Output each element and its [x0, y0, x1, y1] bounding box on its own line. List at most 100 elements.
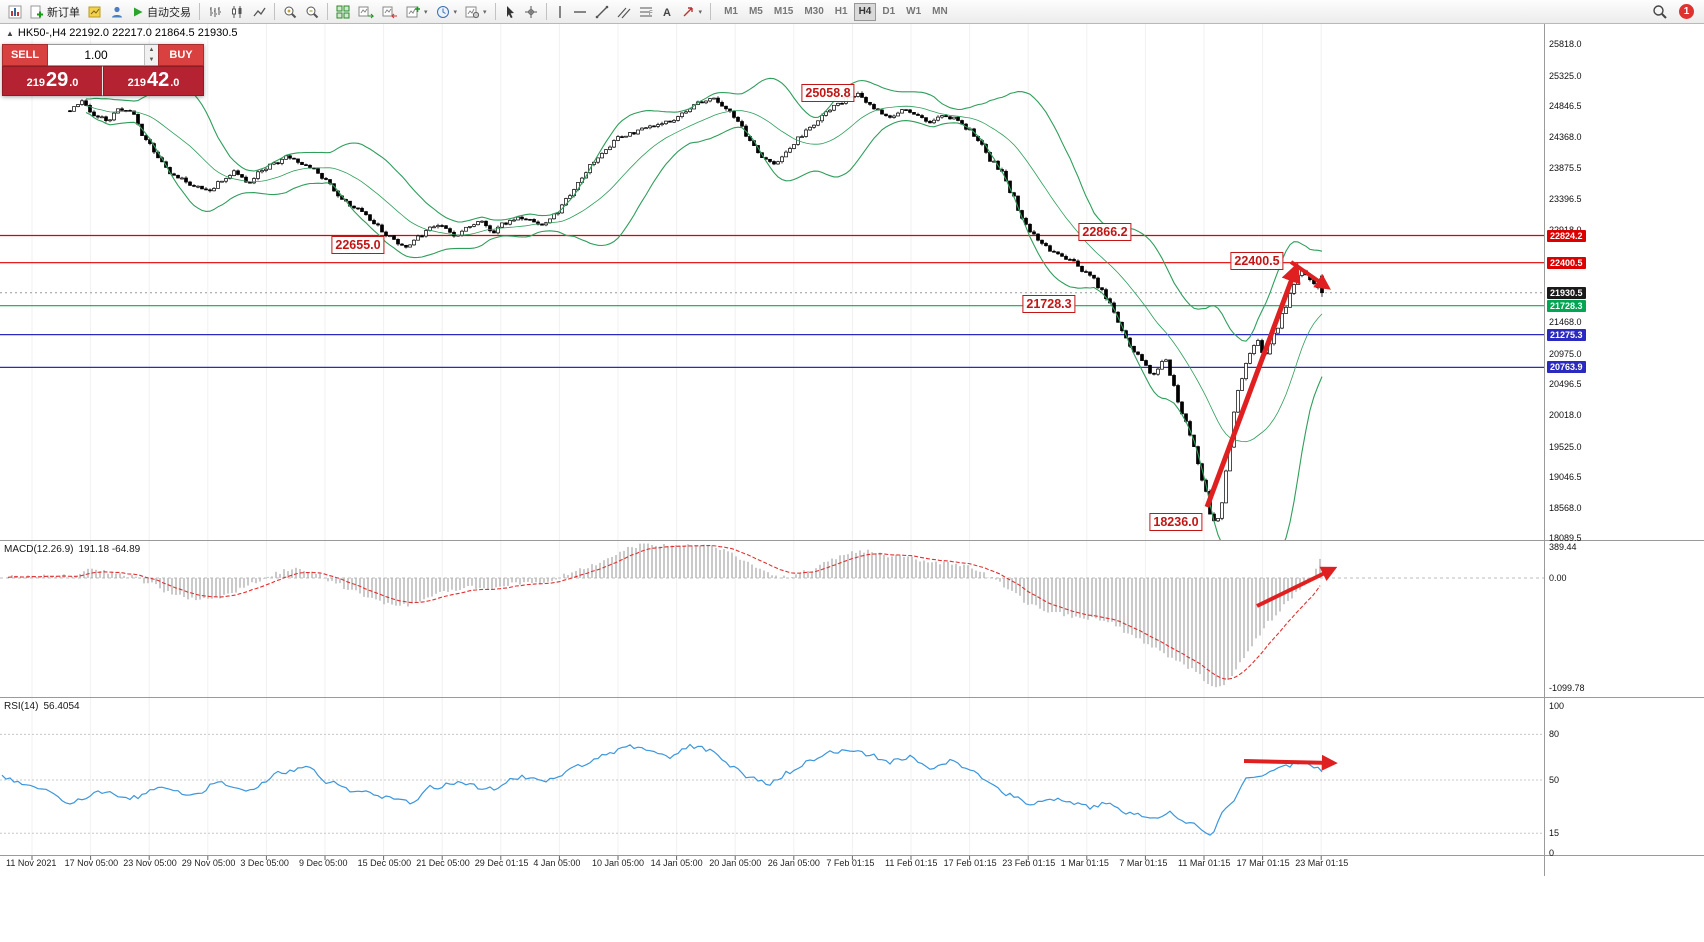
arrows-button[interactable]: ▾ — [677, 2, 707, 22]
volume-spinner: ▲ ▼ — [144, 45, 158, 65]
macd-axis-label: 0.00 — [1549, 573, 1567, 583]
chart-shift-button[interactable] — [378, 2, 402, 22]
price-annotation-label[interactable]: 18236.0 — [1149, 513, 1203, 531]
symbol-header: ▲ HK50-,H4 22192.0 22217.0 21864.5 21930… — [6, 27, 238, 39]
timeframe-group: M1 M5 M15 M30 H1 H4 D1 W1 MN — [719, 2, 953, 21]
timeframe-m1-button[interactable]: M1 — [719, 3, 743, 21]
chevron-down-icon: ▾ — [698, 8, 703, 16]
tile-windows-icon — [336, 5, 350, 18]
symbol-ohlc-text: HK50-,H4 22192.0 22217.0 21864.5 21930.5 — [17, 27, 238, 39]
buy-button[interactable]: BUY — [158, 44, 204, 66]
collapse-triangle-icon[interactable]: ▲ — [6, 28, 14, 38]
price-level-badge: 22824.2 — [1547, 229, 1586, 242]
horizontal-line-button[interactable] — [569, 2, 591, 22]
price-axis-label: 25325.0 — [1549, 70, 1582, 81]
rsi-axis-label: 15 — [1549, 828, 1560, 839]
time-axis-label: 17 Feb 01:15 — [943, 858, 997, 868]
fibonacci-button[interactable]: F — [635, 2, 657, 22]
rsi-header: RSI(14) 56.4054 — [4, 701, 80, 712]
zoom-out-button[interactable] — [301, 2, 323, 22]
price-axis-label: 25818.0 — [1549, 39, 1582, 49]
main-chart-area[interactable] — [0, 24, 1544, 540]
profiles-button[interactable] — [106, 2, 128, 22]
timeframe-mn-button[interactable]: MN — [927, 3, 953, 21]
candlestick-button[interactable] — [226, 2, 248, 22]
timeframe-h4-button[interactable]: H4 — [853, 2, 877, 21]
timeframe-m5-button[interactable]: M5 — [744, 3, 768, 21]
templates-button[interactable]: ▾ — [461, 2, 491, 22]
time-axis-label: 11 Mar 01:15 — [1178, 858, 1231, 868]
time-axis-label: 21 Dec 05:00 — [416, 858, 470, 868]
templates-icon — [465, 6, 480, 18]
timeframe-d1-button[interactable]: D1 — [877, 3, 900, 21]
trendline-icon — [595, 5, 608, 18]
rsi-axis-label: 100 — [1549, 701, 1565, 712]
rsi-axis-label: 50 — [1549, 775, 1560, 785]
price-axis-label: 20018.0 — [1549, 410, 1582, 421]
price-level-badge: 21728.3 — [1547, 299, 1586, 312]
bar-chart-button[interactable] — [204, 2, 226, 22]
buy-price-big: 42 — [146, 69, 170, 91]
timeframe-m30-button[interactable]: M30 — [799, 3, 828, 21]
buy-price[interactable]: 219 42.0 — [103, 66, 204, 96]
rsi-panel-area[interactable] — [0, 698, 1544, 855]
timeframe-m15-button[interactable]: M15 — [769, 3, 798, 21]
price-annotation-label[interactable]: 21728.3 — [1022, 295, 1076, 313]
price-axis-label: 20975.0 — [1549, 348, 1582, 359]
zoom-in-button[interactable] — [279, 2, 301, 22]
rsi-axis-label: 80 — [1549, 729, 1560, 740]
chart-icon[interactable] — [4, 2, 26, 22]
chevron-down-icon: ▾ — [453, 8, 458, 16]
price-annotation-label[interactable]: 22655.0 — [331, 236, 385, 254]
new-order-button[interactable]: 新订单 — [26, 2, 84, 22]
vertical-line-icon — [558, 5, 561, 18]
crosshair-icon — [524, 5, 537, 18]
notification-badge[interactable]: 1 — [1679, 4, 1694, 19]
zoom-in-icon — [284, 6, 297, 18]
time-axis-label: 10 Jan 05:00 — [592, 858, 645, 868]
trendline-button[interactable] — [591, 2, 613, 22]
macd-panel-area[interactable] — [0, 541, 1544, 697]
vertical-line-button[interactable] — [551, 2, 569, 22]
indicators-button[interactable]: ▾ — [402, 2, 432, 22]
indicators-icon — [406, 6, 420, 17]
volume-input[interactable] — [48, 45, 144, 65]
autotrading-label: 自动交易 — [147, 6, 191, 19]
time-axis: 11 Nov 2021 17 Nov 05:00 23 Nov 05:00 29 No… — [0, 857, 1544, 875]
tile-windows-button[interactable] — [332, 2, 354, 22]
autotrading-button[interactable]: 自动交易 — [128, 2, 195, 22]
separator — [494, 3, 496, 20]
timeframe-h1-button[interactable]: H1 — [830, 3, 853, 21]
search-button[interactable] — [1648, 2, 1671, 22]
price-annotation-label[interactable]: 22400.5 — [1230, 252, 1284, 270]
equidistant-channel-button[interactable] — [613, 2, 635, 22]
line-chart-button[interactable] — [248, 2, 270, 22]
crosshair-button[interactable] — [520, 2, 542, 22]
cursor-button[interactable] — [500, 2, 520, 22]
new-chart-button[interactable] — [84, 2, 106, 22]
volume-increase-button[interactable]: ▲ — [145, 45, 158, 55]
price-annotation-label[interactable]: 25058.8 — [801, 84, 855, 102]
separator — [710, 3, 712, 20]
zoom-out-icon — [306, 6, 319, 18]
current-price-badge: 21930.5 — [1547, 286, 1586, 299]
profiles-icon — [112, 6, 122, 17]
macd-values: 191.18 -64.89 — [78, 544, 141, 555]
buy-price-suffix: .0 — [170, 77, 180, 89]
macd-header: MACD(12.26.9) 191.18 -64.89 — [4, 544, 140, 555]
volume-decrease-button[interactable]: ▼ — [145, 55, 158, 65]
text-button[interactable]: A — [657, 2, 677, 22]
sell-button[interactable]: SELL — [2, 44, 48, 66]
timeframe-w1-button[interactable]: W1 — [901, 3, 926, 21]
price-axis-label: 18089.5 — [1549, 533, 1582, 544]
sell-price[interactable]: 219 29.0 — [2, 66, 103, 96]
macd-axis-label: -1099.78 — [1549, 683, 1585, 693]
separator — [327, 3, 328, 20]
price-annotation-label[interactable]: 22866.2 — [1078, 223, 1132, 241]
auto-scroll-button[interactable] — [354, 2, 378, 22]
candlestick-icon — [232, 5, 242, 18]
time-axis-label: 11 Feb 01:15 — [885, 858, 938, 868]
svg-text:F: F — [649, 11, 653, 17]
sell-price-prefix: 219 — [26, 77, 45, 89]
periods-button[interactable]: ▾ — [432, 2, 462, 22]
